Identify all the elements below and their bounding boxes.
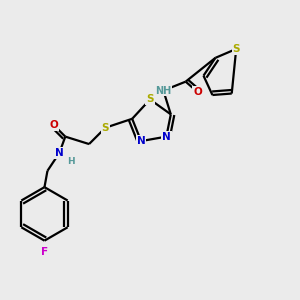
- Text: F: F: [41, 247, 48, 257]
- Text: S: S: [146, 94, 154, 104]
- Text: NH: NH: [155, 85, 172, 96]
- Text: N: N: [55, 148, 64, 158]
- Text: O: O: [193, 87, 202, 97]
- Text: S: S: [102, 123, 109, 133]
- Text: H: H: [67, 157, 74, 166]
- Text: N: N: [137, 136, 146, 146]
- Text: N: N: [162, 132, 171, 142]
- Text: O: O: [49, 120, 58, 130]
- Text: S: S: [232, 44, 240, 54]
